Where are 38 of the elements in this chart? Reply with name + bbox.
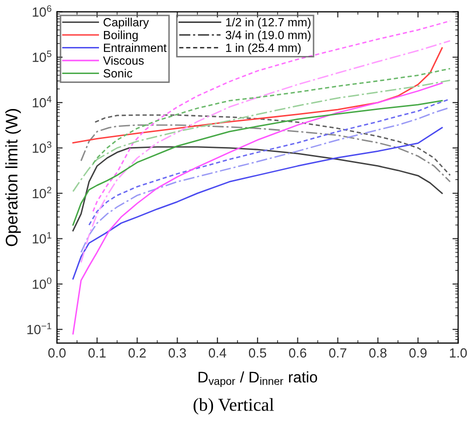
legend-label: Viscous	[103, 56, 144, 65]
y-tick-label: 10$^{−1}$	[27, 322, 52, 334]
line-series	[72, 146, 443, 232]
line-series	[80, 124, 451, 182]
legend-label: Sonic	[104, 68, 132, 78]
y-tick-label: 10$^{6}$	[32, 5, 52, 17]
y-tick-label: 10$^{1}$	[32, 232, 52, 244]
y-tick-label: 10$^{2}$	[32, 186, 52, 198]
annotation: 3/4 in (19.0 mm)	[226, 30, 310, 42]
legend-label: Entrainment	[104, 43, 167, 52]
legend-label: Boiling	[104, 30, 138, 42]
x-tick-label: 0.3	[168, 348, 186, 358]
annotation: 1/2 in (12.7 mm)	[226, 18, 310, 29]
x-axis-title: D$_{vapor}$ / D$_{inner}$ ratio	[198, 371, 318, 388]
x-tick-label: 0.9	[409, 348, 427, 358]
x-tick-label: 0.1	[88, 348, 106, 358]
text: (b) Vertical	[194, 398, 274, 415]
annotation: 1 in (25.4 mm)	[226, 43, 301, 54]
line-series	[92, 68, 451, 164]
x-tick-label: 1.0	[450, 348, 467, 358]
line-series	[72, 126, 443, 280]
x-tick-label: 0.8	[369, 348, 386, 358]
line-series	[80, 40, 451, 264]
x-tick-label: 0.0	[48, 348, 66, 358]
y-tick-label: 10$^{5}$	[32, 50, 52, 62]
x-tick-label: 0.7	[329, 348, 346, 358]
y-axis-title: Operation limit (W)	[5, 109, 21, 246]
legend-label: Capillary	[104, 18, 149, 29]
x-tick-label: 0.5	[248, 348, 266, 358]
y-tick-label: 10$^{4}$	[32, 96, 52, 108]
y-tick-label: 10$^{3}$	[32, 141, 52, 153]
line-series	[94, 114, 451, 176]
x-tick-label: 0.2	[128, 348, 146, 358]
x-tick-label: 0.4	[208, 348, 226, 358]
x-tick-label: 0.6	[289, 348, 306, 358]
line-series	[72, 82, 443, 334]
y-tick-label: 10$^{0}$	[32, 277, 52, 289]
line-series	[72, 80, 451, 192]
